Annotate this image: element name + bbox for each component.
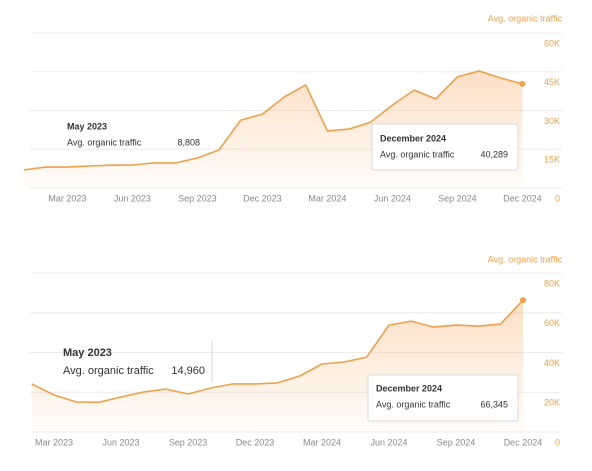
x-tick-label: Jun 2023 [114,193,151,203]
x-tick-label: Dec 2023 [243,193,282,203]
y-tick-label: 30K [544,116,560,126]
tooltip-value: 66,345 [480,399,508,409]
y-tick-label: 45K [544,77,560,87]
x-tick-label: Jun 2024 [374,193,411,203]
x-tick-label: Sep 2024 [437,437,476,447]
y-tick-label: 60K [544,38,560,48]
y-tick-label: 20K [544,398,560,408]
tooltip-box [367,374,519,422]
y-tick-label: 80K [544,278,560,288]
y-axis-title: Avg. organic traffic [488,254,563,264]
x-tick-label: Mar 2023 [35,437,73,447]
point-marker [519,297,526,304]
tooltip-value: 8,808 [177,137,200,147]
y-tick-label: 15K [544,155,560,165]
x-tick-label: Dec 2023 [236,437,275,447]
tooltip-label: Avg. organic traffic [67,137,142,147]
tooltip-title: December 2024 [380,133,446,143]
tooltip-box [371,123,519,171]
x-tick-label: Sep 2023 [169,437,208,447]
tooltip-title: December 2024 [376,383,442,393]
x-tick-label: Jun 2024 [370,437,407,447]
x-tick-label: Mar 2024 [303,437,341,447]
y-tick-label: 40K [544,358,560,368]
x-tick-label: Mar 2023 [48,193,86,203]
tooltip-label: Avg. organic traffic [380,149,455,159]
tooltip-title: May 2023 [63,347,112,359]
y-tick-label: 0 [555,193,560,203]
x-tick-label: Jun 2023 [102,437,139,447]
line [31,299,524,404]
x-tick-label: Sep 2024 [438,193,477,203]
y-tick-label: 0 [555,437,560,447]
tooltip-value: 14,960 [171,365,205,377]
line [23,70,523,171]
y-axis-title: Avg. organic traffic [488,13,563,23]
x-tick-label: Sep 2023 [178,193,217,203]
tooltip-title: May 2023 [67,121,107,131]
point-marker [519,80,526,87]
tooltip-value: 40,289 [480,149,508,159]
tooltip-label: Avg. organic traffic [63,365,154,377]
x-tick-label: Mar 2024 [308,193,346,203]
x-tick-label: Dec 2024 [504,437,543,447]
x-tick-label: Dec 2024 [503,193,542,203]
y-tick-label: 60K [544,318,560,328]
tooltip-label: Avg. organic traffic [376,399,451,409]
